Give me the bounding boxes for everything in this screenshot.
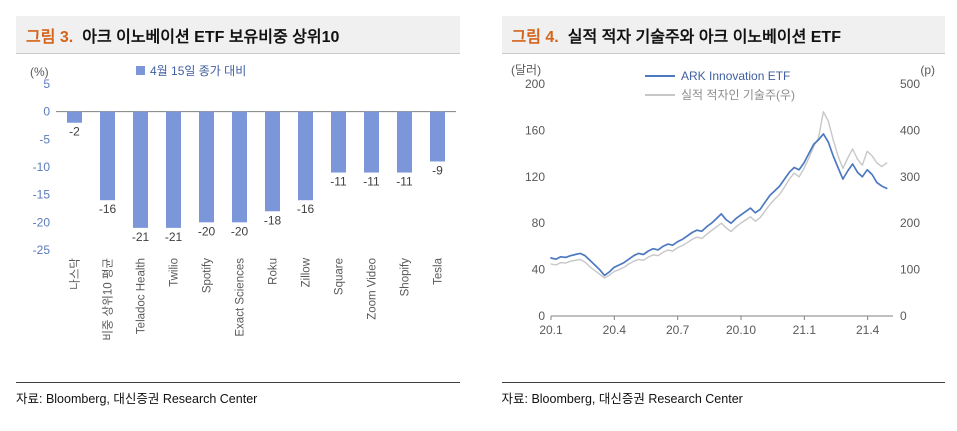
figure4-label: 그림 4. xyxy=(511,29,559,46)
line-xtick-label: 20.4 xyxy=(603,323,627,337)
bar-1 xyxy=(99,111,115,201)
bar-ytick-label: -25 xyxy=(32,243,50,257)
bar-category-label: 나스닥 xyxy=(68,258,81,290)
figure4-title: 실적 적자 기술주와 아크 이노베이션 ETF xyxy=(567,29,841,46)
bar-category-label: Zillow xyxy=(300,257,312,287)
bar-category-label: Exact Sciences xyxy=(234,258,246,337)
line-right-ytick-label: 200 xyxy=(900,216,920,230)
bar-ytick-label: -15 xyxy=(32,188,50,202)
bar-unit-label: (%) xyxy=(30,65,49,79)
figure4-title-bar: 그림 4. 실적 적자 기술주와 아크 이노베이션 ETF xyxy=(501,16,945,54)
bar-ytick-label: 0 xyxy=(43,105,50,119)
figure4-source: 자료: Bloomberg, 대신증권 Research Center xyxy=(501,382,945,407)
line-left-ytick-label: 80 xyxy=(532,216,546,230)
series-line-1 xyxy=(550,111,888,279)
line-right-ytick-label: 0 xyxy=(900,309,907,323)
bar-9 xyxy=(363,111,379,173)
bar-11 xyxy=(429,111,445,162)
bar-category-label: Shopify xyxy=(399,258,411,297)
bar-category-label: Tesla xyxy=(432,257,444,284)
bar-value-label: -21 xyxy=(165,230,183,244)
line-right-ytick-label: 100 xyxy=(900,263,920,277)
bar-value-label: -16 xyxy=(297,202,315,216)
bar-value-label: -16 xyxy=(99,202,117,216)
figure3-title-bar: 그림 3. 아크 이노베이션 ETF 보유비중 상위10 xyxy=(16,16,460,54)
line-right-unit-label: (p) xyxy=(921,63,936,77)
figure3-title: 아크 이노베이션 ETF 보유비중 상위10 xyxy=(82,29,340,46)
line-xtick-label: 20.7 xyxy=(666,323,690,337)
bar-value-label: -9 xyxy=(432,163,443,177)
bar-7 xyxy=(297,111,313,201)
bar-value-label: -2 xyxy=(69,125,80,139)
figure3-label: 그림 3. xyxy=(26,29,74,46)
bar-0 xyxy=(66,111,82,123)
line-chart: (달러) (p) 200 160 120 80 40 0 500 400 300 200 100 0 20.… xyxy=(502,54,946,380)
line-left-unit-label: (달러) xyxy=(511,63,541,77)
line-xtick-label: 20.10 xyxy=(726,323,756,337)
figure3-source: 자료: Bloomberg, 대신증권 Research Center xyxy=(16,382,460,407)
bar-value-label: -20 xyxy=(198,224,216,238)
bar-value-label: -21 xyxy=(132,230,150,244)
line-left-ytick-label: 40 xyxy=(532,263,546,277)
bar-ytick-label: -5 xyxy=(39,132,50,146)
line-right-ytick-label: 400 xyxy=(900,123,920,137)
bar-ytick-label: -20 xyxy=(32,215,50,229)
bar-category-label: Square xyxy=(333,258,345,295)
bar-category-label: 비중 상위10 평균 xyxy=(101,258,114,341)
bar-ytick-label: -10 xyxy=(32,160,50,174)
bar-value-label: -18 xyxy=(264,213,282,227)
line-left-ytick-label: 160 xyxy=(525,123,545,137)
line-left-ytick-label: 120 xyxy=(525,170,545,184)
bar-category-label: Roku xyxy=(267,258,279,285)
bar-chart-svg: (%) 4월 15일 종가 대비 5 0 -5 -10 -15 -20 -25 -2 나스닥 -16 비… xyxy=(30,64,456,341)
series-line-0 xyxy=(550,133,888,277)
bar-5 xyxy=(231,111,247,223)
report-figures: 그림 3. 아크 이노베이션 ETF 보유비중 상위10 (%) 4월 15일 종… xyxy=(16,16,946,407)
line-legend-label-1: 실적 적자인 기술주(우) xyxy=(681,88,795,102)
line-left-ytick-label: 200 xyxy=(525,77,545,91)
bar-legend-label: 4월 15일 종가 대비 xyxy=(150,64,246,78)
bar-4 xyxy=(198,111,214,223)
bar-category-label: Twilio xyxy=(168,258,180,287)
line-right-ytick-label: 500 xyxy=(900,77,920,91)
bar-legend-swatch xyxy=(135,66,145,75)
bar-3 xyxy=(165,111,181,228)
bar-2 xyxy=(132,111,148,228)
line-legend-label-0: ARK Innovation ETF xyxy=(681,69,790,83)
bar-8 xyxy=(330,111,346,173)
bar-value-label: -11 xyxy=(396,175,413,189)
bar-category-label: Spotify xyxy=(201,258,213,293)
line-xtick-label: 20.1 xyxy=(540,323,564,337)
line-xtick-label: 21.1 xyxy=(793,323,817,337)
bar-category-label: Zoom Video xyxy=(366,258,378,320)
line-left-ytick-label: 0 xyxy=(539,309,546,323)
bar-10 xyxy=(396,111,412,173)
figure3-panel: 그림 3. 아크 이노베이션 ETF 보유비중 상위10 (%) 4월 15일 종… xyxy=(16,16,460,407)
figure4-panel: 그림 4. 실적 적자 기술주와 아크 이노베이션 ETF (달러) (p) 200… xyxy=(501,16,946,407)
line-chart-svg: (달러) (p)20016012080400500400300200100020.… xyxy=(511,63,936,337)
bar-ytick-label: 5 xyxy=(43,77,50,91)
line-xtick-label: 21.4 xyxy=(856,323,880,337)
bar-category-label: Teladoc Health xyxy=(135,258,147,334)
bar-value-label: -20 xyxy=(231,224,249,238)
bar-value-label: -11 xyxy=(330,175,347,189)
bar-chart: (%) 4월 15일 종가 대비 5 0 -5 -10 -15 -20 -25 -2 나스닥 -16 비… xyxy=(16,54,460,380)
bar-value-label: -11 xyxy=(363,175,380,189)
bar-6 xyxy=(264,111,280,212)
line-right-ytick-label: 300 xyxy=(900,170,920,184)
